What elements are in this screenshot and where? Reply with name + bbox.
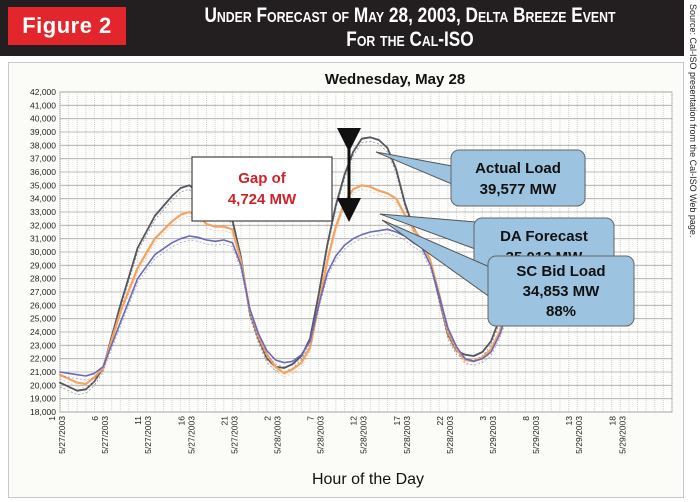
x-tick-hour: 16	[176, 416, 186, 426]
series-shadow-forecast	[59, 188, 509, 389]
y-tick-label: 18,000	[30, 407, 56, 417]
x-tick-date: 5/28/2003	[359, 416, 369, 454]
x-tick-hour: 22	[435, 416, 445, 426]
x-tick-date: 5/29/2003	[488, 416, 498, 454]
x-tick-hour: 18	[607, 416, 617, 426]
x-tick-hour: 6	[90, 416, 100, 421]
x-tick: 2 5/28/2003	[262, 416, 282, 454]
x-tick: 6 5/27/2003	[90, 416, 110, 454]
x-tick-hour: 11	[133, 416, 143, 425]
x-tick-hour: 13	[564, 416, 574, 426]
x-tick: 8 5/29/2003	[521, 416, 541, 454]
gap-annotation: Gap of 4,724 MW	[191, 128, 361, 222]
y-tick-label: 42,000	[30, 87, 56, 97]
x-tick: 17 5/28/2003	[392, 416, 412, 454]
x-tick: 16 5/27/2003	[176, 416, 196, 454]
series-line-scbid	[59, 228, 510, 377]
y-axis-ticks: 18,000 19,000 20,000 21,000 22,000 23,000 24,0…	[30, 87, 56, 417]
actual-load-callout: Actual Load 39,577 MW	[375, 149, 586, 207]
y-tick-label: 34,000	[30, 194, 56, 204]
x-tick-hour: 2	[262, 416, 272, 421]
sc-bid-callout: SC Bid Load 34,853 MW 88%	[381, 219, 635, 327]
x-tick-date: 5/29/2003	[574, 416, 584, 454]
y-tick-label: 40,000	[30, 114, 56, 124]
x-tick: 22 5/28/2003	[435, 416, 455, 454]
figure-title-line1: Under Forecast of May 28, 2003, Delta Br…	[204, 4, 616, 27]
x-axis-label: Hour of the Day	[312, 471, 424, 488]
x-axis-ticks: 1 5/27/2003 6 5/27/2003 11 5/27/2003 16 5/27/20…	[47, 416, 627, 454]
y-tick-label: 20,000	[30, 380, 56, 390]
y-tick-label: 41,000	[30, 100, 56, 110]
x-tick-hour: 7	[306, 416, 316, 421]
x-tick-hour: 21	[219, 416, 229, 426]
x-tick-date: 5/29/2003	[531, 416, 541, 454]
x-tick-date: 5/28/2003	[402, 416, 412, 454]
y-tick-label: 29,000	[30, 260, 56, 270]
scbid-callout-line2: 34,853 MW	[523, 283, 601, 300]
y-tick-label: 25,000	[30, 314, 56, 324]
x-tick-hour: 3	[478, 416, 488, 421]
gap-box	[191, 156, 333, 222]
gap-line2: 4,724 MW	[228, 191, 297, 208]
y-tick-label: 39,000	[30, 127, 56, 137]
y-tick-label: 32,000	[30, 220, 56, 230]
scbid-callout-box	[487, 255, 635, 327]
x-tick: 1 5/27/2003	[47, 416, 67, 454]
header-bar: Figure 2 Under Forecast of May 28, 2003,…	[0, 0, 684, 56]
x-tick: 11 5/27/2003	[133, 416, 153, 454]
chart-title: Wednesday, May 28	[325, 71, 465, 88]
x-tick: 13 5/29/2003	[564, 416, 584, 454]
x-tick: 21 5/27/2003	[219, 416, 239, 454]
x-tick-hour: 8	[521, 416, 531, 421]
y-tick-label: 26,000	[30, 300, 56, 310]
forecast-callout-line1: DA Forecast	[500, 228, 588, 245]
series-shadow-scbid	[59, 232, 509, 381]
y-tick-label: 28,000	[30, 274, 56, 284]
gap-line1: Gap of	[238, 170, 287, 187]
actual-callout-line1: Actual Load	[475, 160, 561, 177]
y-tick-label: 38,000	[30, 140, 56, 150]
actual-callout-line2: 39,577 MW	[480, 181, 558, 198]
y-tick-label: 27,000	[30, 287, 56, 297]
figure-label: Figure 2	[8, 7, 126, 45]
y-tick-label: 31,000	[30, 234, 56, 244]
actual-callout-box	[450, 149, 586, 207]
x-tick: 18 5/29/2003	[607, 416, 627, 454]
y-tick-label: 35,000	[30, 180, 56, 190]
scbid-callout-line1: SC Bid Load	[516, 263, 605, 280]
y-tick-label: 37,000	[30, 154, 56, 164]
x-tick-hour: 1	[47, 416, 57, 421]
x-tick-date: 5/27/2003	[100, 416, 110, 454]
series-lines	[58, 136, 510, 396]
y-tick-label: 19,000	[30, 394, 56, 404]
x-tick: 12 5/28/2003	[349, 416, 369, 454]
x-tick: 7 5/28/2003	[306, 416, 326, 454]
y-tick-label: 23,000	[30, 340, 56, 350]
y-tick-label: 21,000	[30, 367, 56, 377]
x-tick-date: 5/27/2003	[229, 416, 239, 454]
x-tick-date: 5/27/2003	[186, 416, 196, 454]
series-shadow-actual	[59, 140, 509, 396]
figure-title-line2: For the Cal-ISO	[346, 28, 474, 51]
y-tick-label: 33,000	[30, 207, 56, 217]
y-tick-label: 36,000	[30, 167, 56, 177]
x-tick-hour: 12	[349, 416, 359, 426]
x-tick-hour: 17	[392, 416, 402, 426]
y-tick-label: 24,000	[30, 327, 56, 337]
x-tick-date: 5/28/2003	[316, 416, 326, 454]
x-tick-date: 5/27/2003	[143, 416, 153, 454]
y-tick-label: 22,000	[30, 354, 56, 364]
x-tick-date: 5/29/2003	[617, 416, 627, 454]
x-tick-date: 5/28/2003	[272, 416, 282, 454]
x-tick-date: 5/27/2003	[57, 416, 67, 454]
x-tick: 3 5/29/2003	[478, 416, 498, 454]
y-tick-label: 30,000	[30, 247, 56, 257]
scbid-callout-line3: 88%	[546, 303, 576, 320]
x-tick-date: 5/28/2003	[445, 416, 455, 454]
